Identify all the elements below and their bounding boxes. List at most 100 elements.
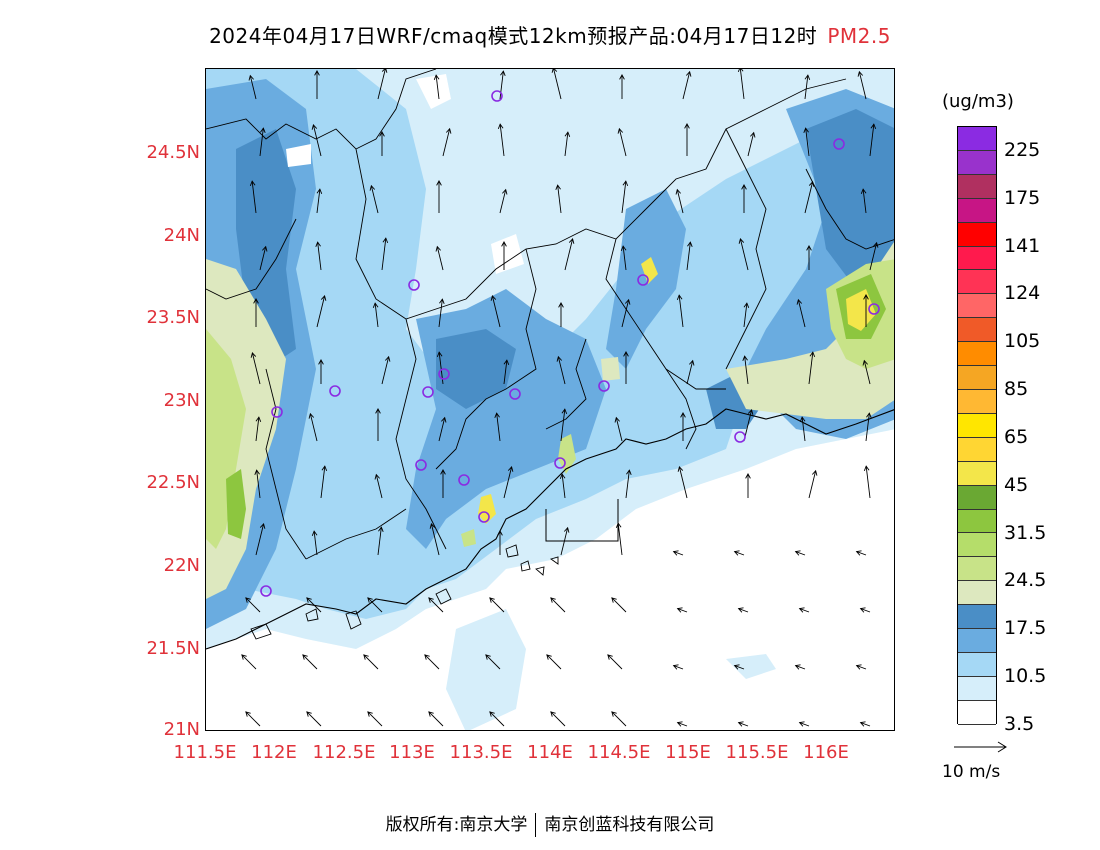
wind-vector xyxy=(799,722,810,727)
wind-vector xyxy=(317,242,322,271)
wind-vector-head xyxy=(250,352,257,358)
station-marker xyxy=(734,431,746,443)
wind-vector-head xyxy=(672,664,679,670)
wind-vector xyxy=(743,303,748,328)
lat-label-23.5: 23.5N xyxy=(146,307,200,328)
pm-field-green-west-2 xyxy=(206,329,246,549)
wind-vector-head xyxy=(617,127,624,134)
lon-label-115.5: 115.5E xyxy=(725,742,789,763)
wind-vector-head xyxy=(429,523,436,529)
wind-vector-head xyxy=(382,237,389,244)
wind-vector-head xyxy=(559,473,566,479)
wind-vector-head xyxy=(619,74,625,80)
wind-vector-head xyxy=(302,654,308,660)
lon-label-114.5: 114.5E xyxy=(587,742,651,763)
wind-vectors xyxy=(241,69,879,727)
copyright-footer: 版权所有:南京大学 南京创蓝科技有限公司 xyxy=(0,810,1100,837)
wind-vector-head xyxy=(623,351,629,357)
wind-vector-head xyxy=(857,70,864,77)
wind-vector-head xyxy=(743,302,750,308)
wind-vector xyxy=(442,128,451,157)
wind-vector xyxy=(499,124,505,157)
wind-vector xyxy=(738,722,749,727)
wind-vector xyxy=(747,132,755,157)
islands xyxy=(250,544,559,640)
wind-vector xyxy=(256,470,261,499)
wind-vector-head xyxy=(615,522,622,529)
wind-vector xyxy=(316,189,321,214)
wind-vector xyxy=(489,597,505,613)
wind-vector-head xyxy=(363,654,369,660)
wind-vector xyxy=(795,551,806,556)
wind-vector-head xyxy=(435,245,441,252)
colorbar-segment xyxy=(958,676,996,701)
coastline xyxy=(206,408,894,650)
pm-field-yellow-east xyxy=(846,289,876,331)
wind-vector-head xyxy=(747,409,754,415)
lat-label-22: 22N xyxy=(163,555,200,576)
colorbar-segment xyxy=(958,389,996,414)
wind-vector-head xyxy=(424,654,430,660)
title-variable: PM2.5 xyxy=(827,24,891,48)
wind-vector xyxy=(312,124,322,157)
colorbar-segment xyxy=(958,533,996,558)
wind-vector-head xyxy=(379,131,385,137)
wind-vector xyxy=(560,527,569,556)
chart-title: 2024年04月17日WRF/cmaq模式12km预报产品:04月17日12时 P… xyxy=(0,20,1100,49)
wind-vector xyxy=(738,608,749,613)
station-marker xyxy=(598,380,610,392)
wind-vector-head xyxy=(804,74,811,80)
station-marker xyxy=(637,274,649,286)
wind-vector-head xyxy=(796,298,803,305)
wind-vector-head xyxy=(490,295,497,301)
pm-field-yellow-spot-2 xyxy=(601,357,620,381)
station-marker xyxy=(478,511,490,523)
colorbar-segment xyxy=(958,557,996,582)
wind-vector-head xyxy=(311,124,318,130)
wind-vector xyxy=(560,409,566,442)
colorbar xyxy=(957,126,997,725)
lat-label-21: 21N xyxy=(163,719,200,740)
lon-label-113: 113E xyxy=(389,742,435,763)
wind-vector-head xyxy=(308,412,315,419)
wind-vector-head xyxy=(550,597,556,603)
wind-vector xyxy=(676,189,684,214)
wind-vector xyxy=(625,470,630,499)
wind-vector-head xyxy=(737,607,744,613)
wind-vector-head xyxy=(859,721,866,727)
pm-field-green-west-3 xyxy=(226,469,246,539)
lat-label-24.5: 24.5N xyxy=(146,142,200,163)
wind-vector xyxy=(367,711,383,727)
wind-vector-head xyxy=(314,70,320,76)
wind-vector-head xyxy=(685,70,692,77)
wind-vector xyxy=(621,181,627,214)
pm-field-yellow-spot-1 xyxy=(641,257,658,284)
wind-vector-head xyxy=(870,123,877,130)
wind-vector xyxy=(804,75,809,100)
colorbar-segment xyxy=(958,246,996,271)
wind-vector xyxy=(499,71,504,100)
wind-vector-head xyxy=(859,607,866,613)
wind-vector xyxy=(856,551,867,556)
wind-vector xyxy=(618,128,627,157)
wind-vector-head xyxy=(741,184,747,190)
wind-vector-head xyxy=(745,473,751,479)
wind-vector-head xyxy=(485,654,491,660)
wind-vector-head xyxy=(372,302,379,308)
pm-field-veryhigh-east xyxy=(806,109,894,289)
wind-vector-head xyxy=(384,355,391,362)
wind-vector-head xyxy=(369,184,376,191)
wind-vector xyxy=(435,75,440,100)
wind-vector xyxy=(611,711,627,727)
wind-vector-head xyxy=(626,469,632,476)
wind-vector-head xyxy=(860,188,867,194)
wind-vector-head xyxy=(558,302,564,308)
wind-vector-head xyxy=(260,127,266,134)
wind-vector xyxy=(860,722,871,727)
wind-vector xyxy=(744,356,749,385)
station-marker xyxy=(833,138,845,150)
wind-vector-head xyxy=(803,127,809,134)
wind-vector xyxy=(869,124,875,157)
colorbar-segment xyxy=(958,318,996,343)
wind-vector xyxy=(306,597,322,613)
